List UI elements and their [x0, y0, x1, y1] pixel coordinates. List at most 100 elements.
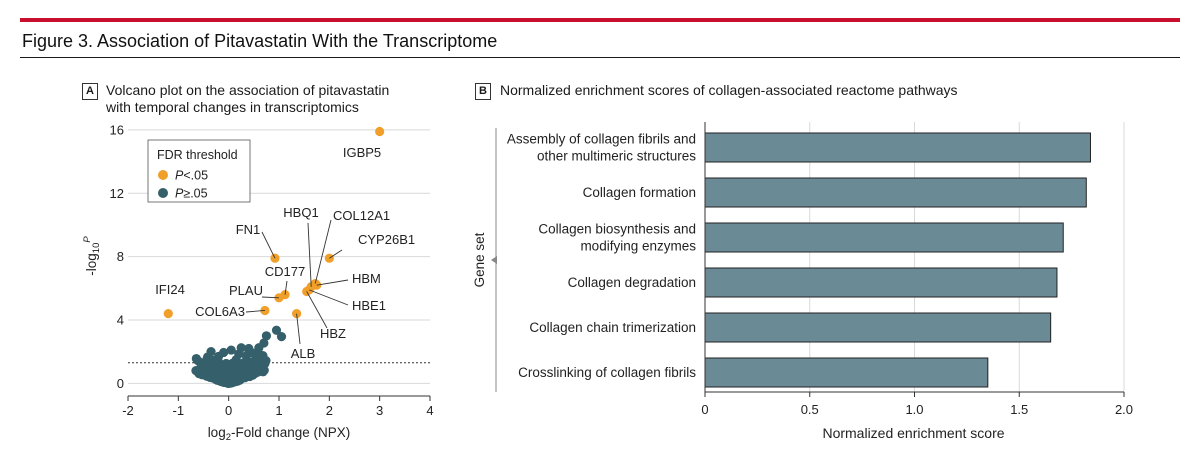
bar-y-axis-label: Gene set	[472, 232, 487, 287]
title-divider	[20, 57, 1180, 58]
volcano-y-tick-label: 12	[110, 186, 124, 201]
ylabel-sup: P	[82, 236, 93, 243]
point-annotations: IGBP5 CYP26B1 FN1 COL12A1 HBQ1 HBM HBE1 HBZ CD17…	[155, 145, 415, 361]
gene-label: ALB	[291, 346, 316, 361]
nonsignificant-point	[260, 358, 270, 369]
enrichment-bar	[704, 357, 989, 388]
gene-label: CD177	[265, 264, 305, 279]
nonsignificant-point	[244, 343, 254, 354]
xlabel-sub: 2	[226, 432, 231, 443]
enrichment-bar-chart: Assembly of collagen fibrils and other mu…	[472, 122, 1133, 441]
gene-label: HBM	[352, 271, 381, 286]
annotation-leader-line	[306, 291, 328, 329]
nonsignificant-point	[226, 345, 236, 355]
volcano-y-axis-label: -log10P	[82, 236, 102, 276]
legend-nonsig-suffix: ≥.05	[183, 187, 207, 201]
volcano-x-tick-label: 0	[225, 403, 232, 418]
panel-a-title-line2: with temporal changes in transcriptomics	[106, 99, 359, 115]
volcano-plot: IGBP5 CYP26B1 FN1 COL12A1 HBQ1 HBM HBE1 HBZ CD17…	[82, 122, 434, 443]
gene-label: IFI24	[155, 282, 185, 297]
legend-sig-swatch	[158, 170, 168, 180]
annotation-leader-line	[245, 310, 265, 313]
gene-set-label: Crosslinking of collagen fibrils	[518, 365, 696, 380]
volcano-x-tick-label: 3	[376, 403, 383, 418]
nonsignificant-points	[191, 325, 287, 388]
bar-axes: 0 0.5 1.0 1.5 2.0 Normalized enrichment score…	[472, 122, 1133, 441]
figure-title: Figure 3. Association of Pitavastatin Wi…	[22, 31, 498, 51]
annotation-leader-line	[316, 279, 349, 286]
panel-a-title: Volcano plot on the association of pitav…	[106, 82, 389, 116]
enrichment-bar	[704, 312, 1052, 343]
gene-set-label: Collagen chain trimerization	[529, 320, 696, 335]
gene-set-label: other multimeric structures	[537, 149, 696, 164]
nonsignificant-point	[206, 347, 216, 357]
legend-sig-suffix: <.05	[183, 169, 208, 183]
volcano-y-tick-label: 0	[117, 376, 124, 391]
nonsignificant-point	[276, 332, 287, 342]
gene-set-label: Collagen biosynthesis and	[538, 222, 696, 237]
enrichment-bar	[704, 267, 1058, 298]
annotation-leader-line	[314, 219, 332, 284]
panel-b-letter: B	[475, 83, 491, 100]
volcano-y-tick-label: 16	[110, 122, 124, 137]
significant-point	[163, 309, 173, 319]
volcano-x-tick-label: -1	[173, 403, 185, 418]
legend-nonsig-swatch	[158, 188, 168, 198]
bar-x-tick-label: 0	[701, 402, 708, 417]
nonsignificant-point	[236, 343, 246, 353]
bar-x-tick-label: 0.5	[801, 402, 819, 417]
legend-title: FDR threshold	[157, 148, 238, 162]
bar-x-tick-label: 2.0	[1115, 402, 1133, 417]
volcano-x-tick-label: 1	[275, 403, 282, 418]
gene-label: IGBP5	[343, 145, 381, 160]
nonsignificant-point	[239, 358, 249, 368]
nonsignificant-point	[221, 358, 231, 369]
panel-a-letter: A	[82, 83, 98, 100]
ylabel-prefix: -log	[84, 253, 99, 276]
annotation-leader-line	[307, 222, 312, 287]
volcano-x-tick-label: 4	[426, 403, 433, 418]
nonsignificant-point	[261, 331, 272, 341]
gene-set-labels: Assembly of collagen fibrils and other mu…	[507, 132, 696, 381]
nonsignificant-point	[208, 355, 219, 365]
volcano-x-axis-label: log2-Fold change (NPX)	[208, 425, 351, 443]
legend-sig-label: P<.05	[175, 169, 208, 183]
gene-set-pointer-icon	[491, 256, 497, 264]
gene-label: COL6A3	[195, 304, 245, 319]
nonsignificant-point	[258, 351, 268, 361]
enrichment-bar	[704, 222, 1064, 253]
annotation-leader-line	[284, 280, 288, 295]
enrichment-bar	[704, 132, 1091, 163]
panel-b-title: Normalized enrichment scores of collagen…	[500, 82, 958, 98]
bar-x-tick-label: 1.0	[905, 402, 923, 417]
volcano-x-tick-label: -2	[122, 403, 134, 418]
gene-label: COL12A1	[333, 208, 390, 223]
nonsignificant-point	[229, 362, 239, 372]
bar-x-axis-label: Normalized enrichment score	[822, 425, 1004, 441]
gene-label: HBQ1	[283, 205, 318, 220]
nonsignificant-point	[249, 356, 259, 366]
panel-a-title-line1: Volcano plot on the association of pitav…	[106, 82, 390, 98]
gene-set-label: modifying enzymes	[580, 239, 696, 254]
volcano-x-tick-label: 2	[326, 403, 333, 418]
annotation-leader-line	[329, 249, 343, 259]
gene-label: FN1	[236, 222, 261, 237]
bar-gridlines	[809, 122, 1125, 392]
gene-set-label: Assembly of collagen fibrils and	[507, 132, 696, 147]
annotation-leader-line	[296, 313, 301, 345]
annotation-leader-line	[309, 289, 349, 306]
xlabel-prefix: log	[208, 425, 226, 440]
volcano-y-tick-label: 4	[117, 312, 124, 327]
bars	[704, 132, 1091, 388]
nonsignificant-point	[271, 325, 282, 335]
gene-label: HBE1	[352, 298, 386, 313]
nonsignificant-point	[201, 360, 211, 370]
ylabel-sub: 10	[91, 243, 102, 254]
gene-set-label: Collagen degradation	[568, 275, 696, 290]
nonsignificant-point	[241, 351, 251, 361]
gene-label: PLAU	[229, 283, 263, 298]
nonsignificant-point	[241, 368, 251, 378]
nonsignificant-point	[219, 347, 229, 358]
